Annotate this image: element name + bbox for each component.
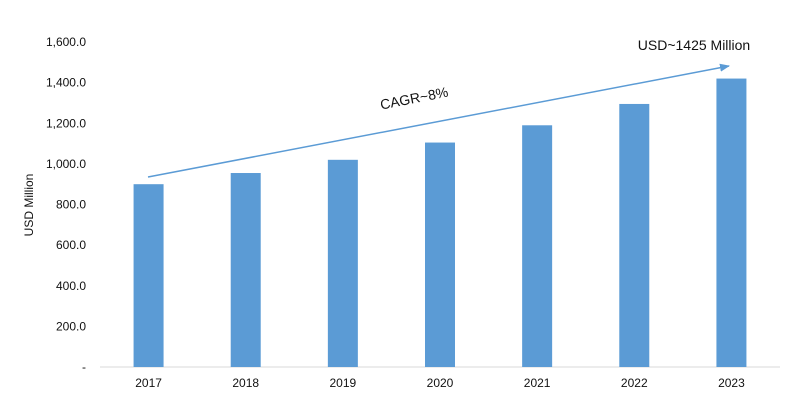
x-tick-label: 2021	[524, 376, 551, 390]
y-tick-label: 1,000.0	[46, 157, 86, 171]
x-tick-label: 2019	[330, 376, 357, 390]
bar-2018	[230, 173, 261, 367]
cagr-trend-arrow	[147, 63, 730, 178]
y-tick-label: 1,200.0	[46, 116, 86, 130]
bar-2022	[619, 103, 650, 367]
y-tick-label: 1,600.0	[46, 35, 86, 49]
x-tick-label: 2022	[621, 376, 648, 390]
y-tick-label: 400.0	[56, 279, 86, 293]
y-axis-label: USD Million	[22, 174, 36, 237]
y-axis-ticks: - 200.0 400.0 600.0 800.0 1,000.0 1,200.0 1,400…	[46, 35, 86, 374]
y-tick-label: 200.0	[56, 319, 86, 333]
bar-2017	[133, 184, 164, 367]
y-tick-label: 800.0	[56, 198, 86, 212]
x-axis-ticks: 2017 2018 2019 2020 2021 2022 2023	[135, 376, 745, 390]
end-value-label: USD~1425 Million	[638, 37, 750, 53]
cagr-label: CAGR~8%	[379, 84, 450, 113]
y-tick-label: -	[82, 360, 86, 374]
bar-2020	[425, 142, 455, 367]
bar-2023	[716, 78, 747, 367]
bars-group	[133, 78, 747, 367]
x-tick-label: 2017	[135, 376, 162, 390]
y-tick-label: 600.0	[56, 238, 86, 252]
x-tick-label: 2020	[427, 376, 454, 390]
x-tick-label: 2023	[718, 376, 745, 390]
x-tick-label: 2018	[232, 376, 259, 390]
bar-2021	[522, 125, 553, 367]
bar-2019	[327, 159, 358, 367]
y-tick-label: 1,400.0	[46, 76, 86, 90]
